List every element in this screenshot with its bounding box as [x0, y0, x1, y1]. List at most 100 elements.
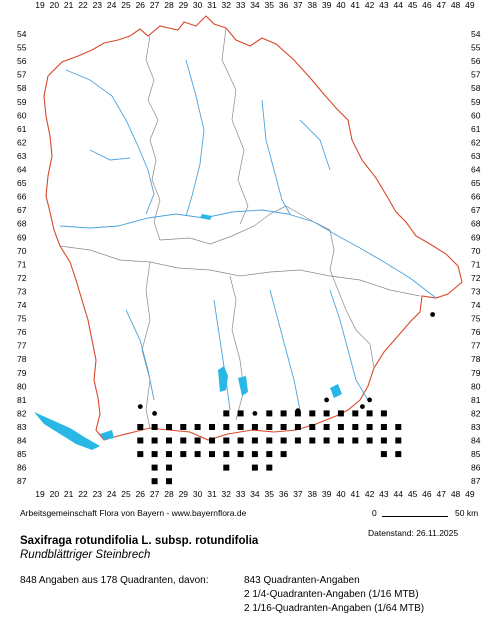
y-tick-label-left: 73 — [17, 286, 27, 296]
x-tick-label-top: 39 — [322, 0, 332, 10]
x-tick-label-bottom: 25 — [121, 489, 131, 499]
occurrence-square — [251, 424, 258, 430]
y-tick-label-right: 56 — [471, 56, 481, 66]
y-tick-label-left: 70 — [17, 246, 27, 256]
occurrence-square — [337, 437, 344, 444]
x-tick-label-top: 32 — [222, 0, 232, 10]
y-tick-label-left: 56 — [17, 56, 27, 66]
occurrence-square — [237, 437, 244, 444]
x-tick-label-bottom: 40 — [336, 489, 346, 499]
occurrence-dot — [430, 312, 435, 317]
y-tick-label-left: 55 — [17, 43, 27, 53]
x-tick-label-top: 22 — [78, 0, 88, 10]
y-tick-label-left: 65 — [17, 178, 27, 188]
y-tick-label-left: 69 — [17, 232, 27, 242]
y-tick-label-right: 83 — [471, 422, 481, 432]
occurrence-square — [151, 464, 158, 471]
occurrence-square — [209, 437, 215, 444]
y-tick-label-right: 85 — [471, 449, 481, 459]
y-tick-label-right: 78 — [471, 354, 481, 364]
occurrence-square — [237, 410, 244, 417]
x-tick-label-top: 41 — [351, 0, 361, 10]
y-tick-label-left: 66 — [17, 192, 27, 202]
occurrence-square — [352, 424, 359, 430]
occurrence-square — [251, 437, 258, 444]
y-tick-label-right: 74 — [471, 300, 481, 310]
stat-quadrant: 843 Quadranten-Angaben — [244, 575, 360, 586]
occurrence-dot — [295, 408, 301, 414]
occurrence-square — [137, 424, 144, 430]
x-tick-label-bottom: 37 — [293, 489, 303, 499]
y-tick-label-left: 87 — [17, 476, 27, 486]
occurrence-square — [294, 437, 301, 444]
x-tick-label-top: 19 — [35, 0, 45, 10]
occurrence-square — [209, 424, 215, 430]
occurrence-square — [352, 437, 359, 444]
occurrence-dot — [324, 397, 329, 403]
occurrence-square — [166, 464, 172, 471]
occurrence-square — [166, 451, 172, 458]
occurrence-square — [151, 478, 158, 485]
x-tick-label-bottom: 22 — [78, 489, 88, 499]
x-tick-label-bottom: 41 — [351, 489, 361, 499]
y-tick-label-right: 54 — [471, 29, 481, 39]
stat-quarter-quadrant: 2 1/4-Quadranten-Angaben (1/16 MTB) — [244, 589, 419, 600]
y-tick-label-right: 64 — [471, 165, 481, 175]
y-tick-label-left: 76 — [17, 327, 27, 337]
occurrence-dot — [266, 411, 272, 416]
x-tick-label-top: 35 — [265, 0, 275, 10]
occurrence-square — [151, 451, 158, 458]
y-tick-label-right: 68 — [471, 219, 481, 229]
occurrence-dots — [137, 312, 435, 430]
occurrence-square — [180, 424, 187, 430]
occurrence-square — [166, 437, 172, 444]
occurrence-square — [352, 410, 359, 417]
occurrence-square — [137, 437, 144, 444]
occurrence-square — [366, 437, 373, 444]
y-tick-label-right: 63 — [471, 151, 481, 161]
scale-bar — [382, 516, 448, 517]
y-tick-label-left: 58 — [17, 83, 27, 93]
occurrence-square — [280, 410, 287, 417]
distribution-map: 19 20 21 22 23 24 25 26 27 28 29 30 31 32 33 34 35 36 37 38… — [17, 0, 481, 499]
occurrence-square — [337, 424, 344, 430]
occurrence-square — [395, 424, 402, 430]
x-tick-label-top: 28 — [164, 0, 174, 10]
x-tick-label-bottom: 30 — [193, 489, 203, 499]
x-tick-label-bottom: 32 — [222, 489, 232, 499]
y-tick-label-left: 68 — [17, 219, 27, 229]
y-tick-label-left: 64 — [17, 165, 27, 175]
y-tick-label-right: 81 — [471, 395, 481, 405]
occurrence-square — [294, 424, 301, 430]
y-tick-label-left: 85 — [17, 449, 27, 459]
x-tick-label-top: 37 — [293, 0, 303, 10]
y-tick-label-left: 74 — [17, 300, 27, 310]
x-tick-label-top: 30 — [193, 0, 203, 10]
y-tick-label-left: 72 — [17, 273, 27, 283]
y-tick-label-right: 65 — [471, 178, 481, 188]
x-tick-label-top: 34 — [250, 0, 260, 10]
occurrence-square — [223, 464, 230, 471]
x-tick-label-top: 33 — [236, 0, 246, 10]
x-tick-label-top: 40 — [336, 0, 346, 10]
x-tick-label-bottom: 28 — [164, 489, 174, 499]
y-axis-right-labels: 54 55 56 57 58 59 60 61 62 63 64 65 66 67 68 69 70 71 72 73… — [471, 29, 481, 486]
stat-sixteenth-quadrant: 2 1/16-Quadranten-Angaben (1/64 MTB) — [244, 603, 425, 614]
y-tick-label-left: 82 — [17, 408, 27, 418]
y-tick-label-right: 67 — [471, 205, 481, 215]
x-tick-label-top: 24 — [107, 0, 117, 10]
x-tick-label-bottom: 23 — [93, 489, 103, 499]
x-tick-label-bottom: 19 — [35, 489, 45, 499]
x-tick-label-top: 20 — [50, 0, 60, 10]
y-tick-label-right: 86 — [471, 463, 481, 473]
y-tick-label-right: 61 — [471, 124, 481, 134]
occurrence-square — [237, 424, 244, 430]
y-tick-label-left: 79 — [17, 368, 27, 378]
y-tick-label-right: 70 — [471, 246, 481, 256]
y-tick-label-right: 59 — [471, 97, 481, 107]
x-axis-top-labels: 19 20 21 22 23 24 25 26 27 28 29 30 31 32 33 34 35 36 37 38… — [35, 0, 475, 10]
y-tick-label-right: 84 — [471, 436, 481, 446]
x-tick-label-top: 46 — [422, 0, 432, 10]
scale-max-label: 50 km — [455, 508, 479, 518]
y-tick-label-left: 77 — [17, 341, 27, 351]
